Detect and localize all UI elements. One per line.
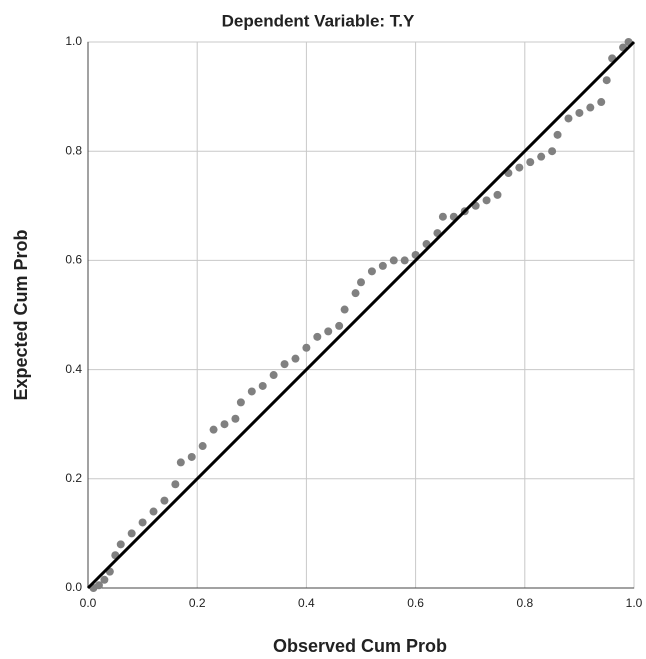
point — [209, 425, 218, 434]
point — [586, 103, 595, 112]
y-tick-label: 0.8 — [65, 143, 82, 157]
point — [176, 458, 185, 467]
point — [357, 278, 365, 287]
point — [269, 371, 278, 380]
point — [400, 256, 409, 265]
point — [198, 442, 207, 451]
y-tick-label: 1.0 — [65, 34, 82, 48]
x-axis-title: Observed Cum Prob — [273, 636, 447, 656]
x-tick-label: 0.2 — [189, 596, 206, 610]
point — [220, 420, 229, 429]
point — [127, 529, 136, 538]
point — [291, 354, 300, 363]
point — [324, 327, 333, 336]
x-tick-label: 0.6 — [407, 596, 424, 610]
point — [389, 256, 398, 265]
point — [553, 130, 562, 139]
point — [537, 152, 546, 161]
y-axis-title: Expected Cum Prob — [11, 229, 31, 400]
point — [313, 332, 322, 341]
point — [564, 114, 573, 123]
point — [515, 163, 524, 172]
chart-title: Dependent Variable: T.Y — [222, 11, 415, 30]
point — [438, 212, 447, 221]
point — [351, 289, 360, 298]
y-tick-label: 0.2 — [65, 471, 82, 485]
y-tick-label: 0.4 — [65, 362, 82, 376]
point — [367, 267, 376, 276]
y-tick-label: 0.6 — [65, 253, 82, 267]
x-tick-label: 0.4 — [298, 596, 315, 610]
point — [187, 452, 196, 461]
point — [236, 398, 245, 407]
x-tick-label: 0.0 — [80, 596, 97, 610]
point — [378, 261, 387, 270]
point — [171, 480, 180, 489]
point — [335, 321, 344, 330]
point — [138, 518, 147, 527]
point — [302, 343, 311, 352]
point — [526, 158, 535, 167]
point — [116, 540, 125, 549]
x-tick-label: 1.0 — [626, 596, 643, 610]
point — [100, 575, 109, 584]
point — [602, 76, 611, 85]
point — [149, 507, 158, 516]
point — [548, 147, 557, 156]
point — [247, 387, 256, 396]
point — [597, 98, 606, 107]
reference-line — [86, 40, 636, 590]
point — [258, 381, 267, 390]
point — [160, 496, 169, 505]
point — [340, 305, 349, 314]
point — [575, 108, 584, 117]
y-tick-label: 0.0 — [65, 580, 82, 594]
point — [231, 414, 240, 423]
point — [94, 581, 103, 590]
x-tick-label: 0.8 — [516, 596, 533, 610]
point — [493, 190, 502, 199]
point — [280, 360, 289, 369]
point — [482, 196, 491, 205]
